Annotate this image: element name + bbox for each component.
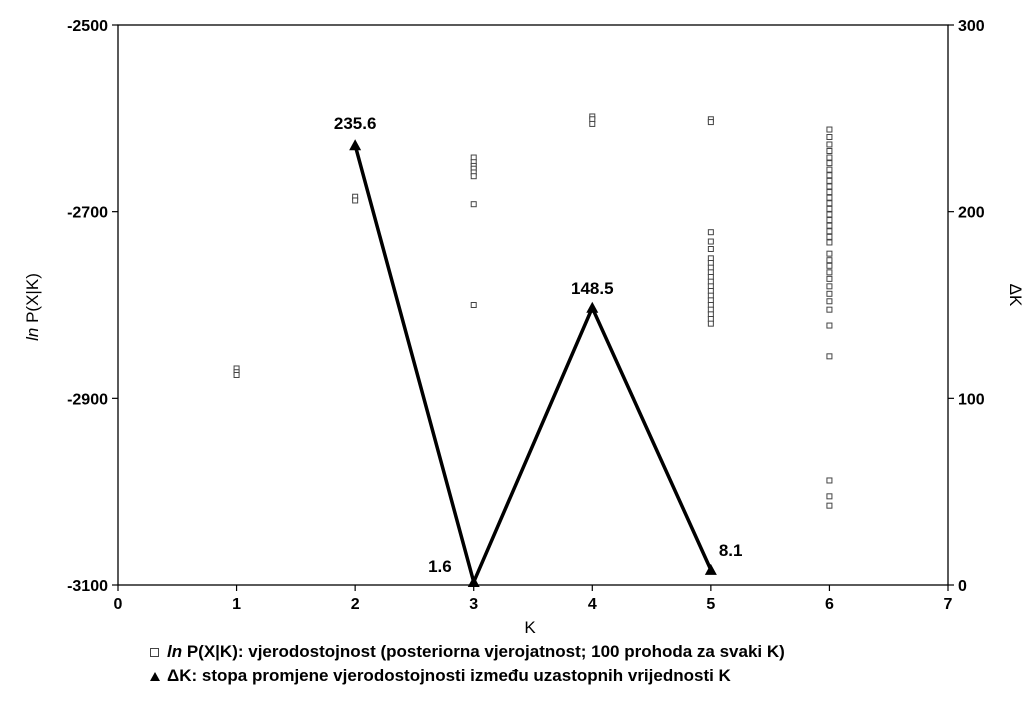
right-y-tick-label: 100 xyxy=(958,391,985,408)
likelihood-point xyxy=(826,502,833,509)
delta-k-series xyxy=(349,139,717,588)
likelihood-point xyxy=(826,141,833,148)
left-y-tick-label: -2500 xyxy=(67,18,108,35)
likelihood-point xyxy=(826,353,833,360)
legend-item-delta-k: ΔK: stopa promjene vjerodostojnosti izme… xyxy=(150,664,1010,688)
legend-text-likelihood: ln P(X|K): vjerodostojnost (posteriorna … xyxy=(167,640,785,664)
left-y-tick-label: -2900 xyxy=(67,391,108,408)
likelihood-point xyxy=(707,119,714,126)
legend: ln P(X|K): vjerodostojnost (posteriorna … xyxy=(150,640,1010,688)
delta-k-point xyxy=(704,563,717,575)
likelihood-point xyxy=(826,166,833,173)
x-tick-label: 0 xyxy=(114,596,123,613)
likelihood-point xyxy=(233,372,240,378)
likelihood-point xyxy=(707,320,714,327)
likelihood-point xyxy=(826,269,833,276)
likelihood-point xyxy=(826,134,833,140)
right-y-axis-title: ΔK xyxy=(1006,284,1025,307)
likelihood-point xyxy=(826,194,833,201)
left-y-axis-title-italic: ln xyxy=(23,328,42,341)
legend-text-italic: ln xyxy=(167,642,183,661)
x-axis-title: K xyxy=(524,618,536,637)
likelihood-point xyxy=(826,239,833,246)
delta-k-data-labels: 235.6 1.6 148.5 8.1 xyxy=(334,114,743,576)
x-tick-label: 4 xyxy=(588,596,597,613)
delta-k-line xyxy=(353,144,713,588)
likelihood-point xyxy=(352,197,359,204)
likelihood-point xyxy=(826,211,833,218)
x-tick-label: 1 xyxy=(232,596,241,613)
delta-k-data-label: 8.1 xyxy=(719,541,743,560)
x-tick-label: 6 xyxy=(825,596,834,613)
delta-k-data-label: 235.6 xyxy=(334,114,377,133)
legend-item-likelihood: ln P(X|K): vjerodostojnost (posteriorna … xyxy=(150,640,1010,664)
delta-k-point xyxy=(349,139,362,151)
likelihood-point xyxy=(707,229,714,236)
likelihood-point xyxy=(826,262,833,269)
plot-area-border xyxy=(117,24,949,586)
open-square-icon xyxy=(150,647,159,657)
left-y-tick-label: -3100 xyxy=(67,578,108,595)
likelihood-point xyxy=(826,257,833,264)
likelihood-point xyxy=(470,201,477,208)
x-tick-label: 5 xyxy=(706,596,715,613)
x-tick-label: 3 xyxy=(469,596,478,613)
likelihood-point xyxy=(826,322,833,329)
likelihood-point xyxy=(707,238,714,245)
legend-text-rest: P(X|K): vjerodostojnost (posteriorna vje… xyxy=(182,642,785,661)
legend-text-delta-k: ΔK: stopa promjene vjerodostojnosti izme… xyxy=(167,666,731,685)
likelihood-point xyxy=(826,183,833,190)
likelihood-point xyxy=(826,250,833,257)
chart: 0 1 2 3 4 5 6 7 -3100 -2900 -2700 -2500 0 100 200 300… xyxy=(23,18,1025,637)
right-y-tick-label: 200 xyxy=(958,205,985,222)
delta-k-data-label: 148.5 xyxy=(571,279,614,298)
likelihood-point xyxy=(470,302,477,308)
right-y-tick-label: 300 xyxy=(958,18,985,35)
left-y-axis-title-rest: P(X|K) xyxy=(23,273,42,327)
likelihood-point xyxy=(826,200,833,207)
likelihood-point xyxy=(826,283,833,290)
right-y-tick-label: 0 xyxy=(958,578,967,595)
likelihood-point xyxy=(826,172,833,179)
likelihood-point xyxy=(826,205,833,212)
likelihood-point xyxy=(826,298,833,305)
likelihood-point xyxy=(707,246,714,252)
likelihood-point xyxy=(826,154,833,161)
likelihood-point xyxy=(826,126,833,133)
likelihood-point xyxy=(826,177,833,184)
plot-frame xyxy=(117,24,949,586)
likelihood-points xyxy=(233,113,833,509)
left-y-tick-label: -2700 xyxy=(67,205,108,222)
x-tick-label: 2 xyxy=(351,596,360,613)
likelihood-point xyxy=(826,493,833,500)
filled-triangle-icon xyxy=(150,671,160,681)
likelihood-point xyxy=(826,189,833,196)
likelihood-point xyxy=(589,120,596,127)
left-y-axis-title: ln P(X|K) xyxy=(23,273,42,341)
likelihood-point xyxy=(826,217,833,224)
likelihood-point xyxy=(826,275,833,282)
likelihood-point xyxy=(826,160,833,167)
likelihood-point xyxy=(470,173,477,180)
delta-k-point xyxy=(586,301,599,313)
delta-k-point xyxy=(467,576,480,588)
likelihood-point xyxy=(826,477,833,484)
likelihood-point xyxy=(826,148,833,154)
delta-k-data-label: 1.6 xyxy=(428,557,452,576)
likelihood-point xyxy=(826,228,833,235)
likelihood-point xyxy=(826,306,833,313)
likelihood-point xyxy=(826,290,833,297)
likelihood-point xyxy=(826,233,833,240)
left-y-axis-ticks: -3100 -2900 -2700 -2500 xyxy=(67,18,118,595)
x-axis-ticks: 0 1 2 3 4 5 6 7 xyxy=(114,585,953,613)
x-tick-label: 7 xyxy=(944,596,953,613)
likelihood-point xyxy=(826,222,833,229)
right-y-axis-ticks: 0 100 200 300 xyxy=(948,18,985,595)
